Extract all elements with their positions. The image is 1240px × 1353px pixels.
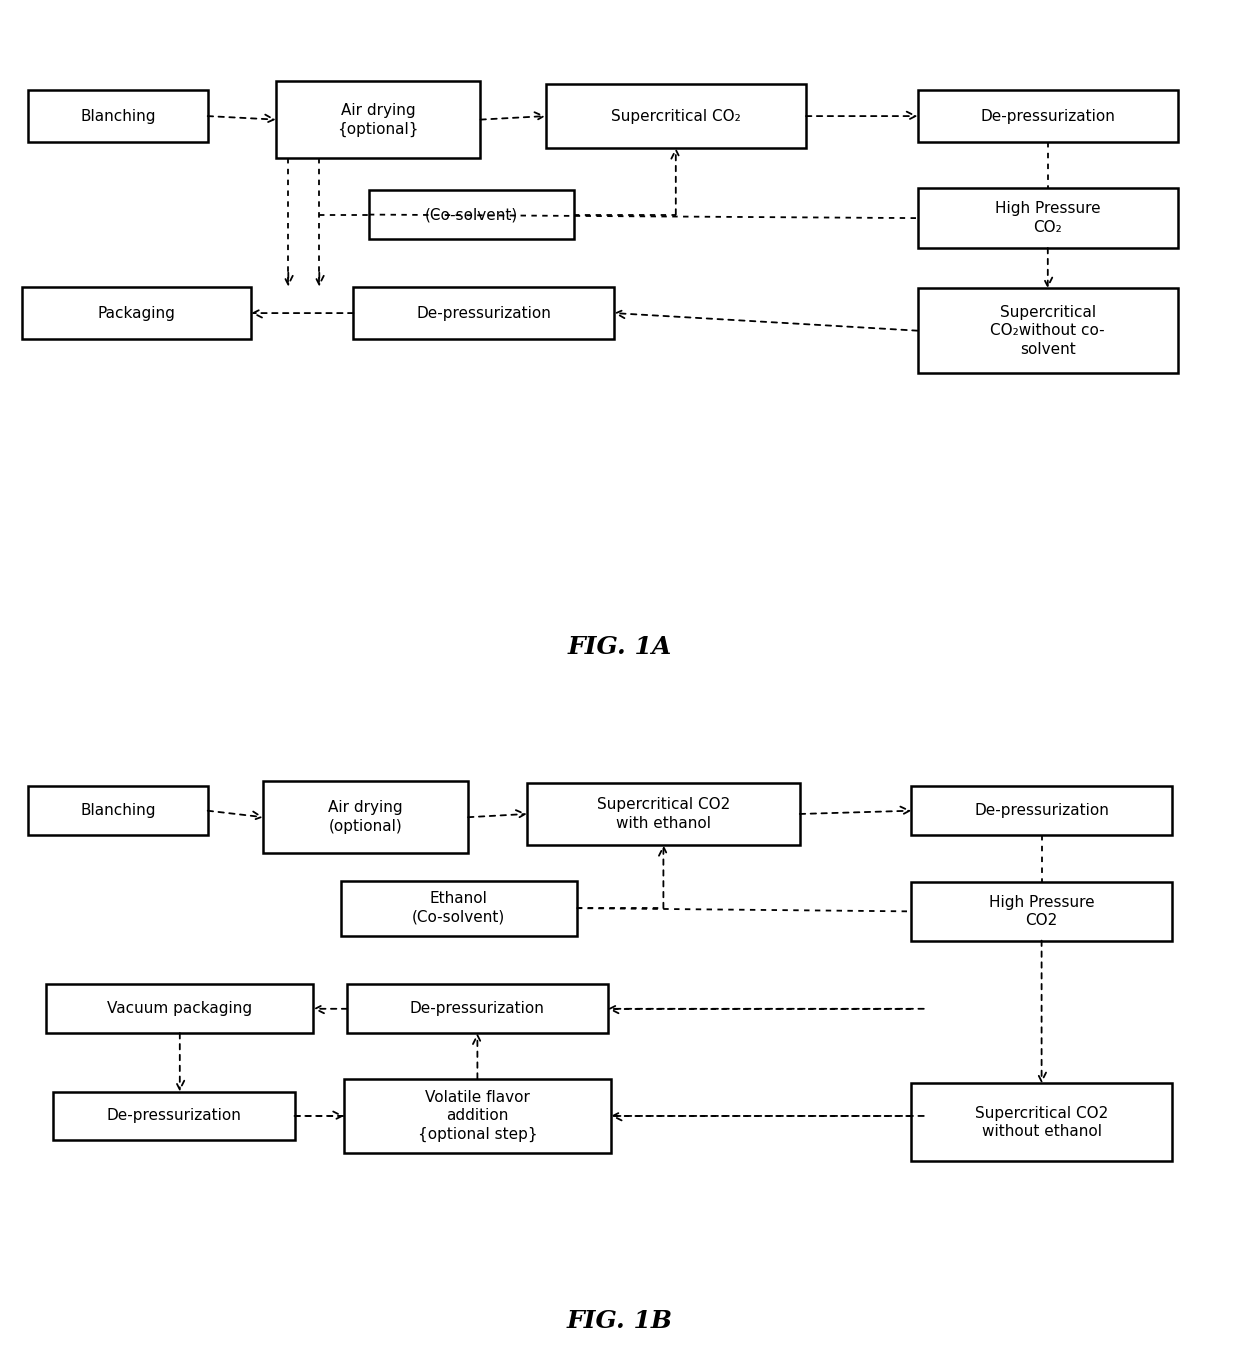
Bar bbox=[29, 89, 207, 142]
Text: High Pressure
CO₂: High Pressure CO₂ bbox=[994, 202, 1101, 235]
Text: Blanching: Blanching bbox=[81, 804, 155, 819]
Text: Supercritical CO2
without ethanol: Supercritical CO2 without ethanol bbox=[975, 1105, 1109, 1139]
Bar bbox=[46, 985, 312, 1034]
Text: Volatile flavor
addition
{optional step}: Volatile flavor addition {optional step} bbox=[418, 1089, 537, 1142]
Text: De-pressurization: De-pressurization bbox=[410, 1001, 544, 1016]
Text: Supercritical CO₂: Supercritical CO₂ bbox=[611, 108, 740, 123]
Bar bbox=[546, 84, 806, 147]
Text: Packaging: Packaging bbox=[98, 306, 175, 321]
Text: De-pressurization: De-pressurization bbox=[417, 306, 551, 321]
Bar bbox=[22, 287, 250, 340]
Text: De-pressurization: De-pressurization bbox=[975, 804, 1109, 819]
Bar bbox=[263, 782, 467, 852]
Text: De-pressurization: De-pressurization bbox=[107, 1108, 241, 1123]
Bar bbox=[341, 881, 577, 936]
Bar bbox=[345, 1078, 611, 1153]
Bar bbox=[911, 882, 1172, 940]
Bar bbox=[53, 1092, 295, 1141]
Text: FIG. 1B: FIG. 1B bbox=[567, 1308, 673, 1333]
Bar bbox=[370, 189, 573, 239]
Text: (Co-solvent): (Co-solvent) bbox=[424, 207, 518, 222]
Bar bbox=[347, 985, 608, 1034]
Text: De-pressurization: De-pressurization bbox=[981, 108, 1115, 123]
Bar bbox=[527, 783, 800, 844]
Text: FIG. 1A: FIG. 1A bbox=[568, 636, 672, 659]
Bar bbox=[918, 188, 1178, 248]
Bar bbox=[353, 287, 614, 340]
Text: Supercritical CO2
with ethanol: Supercritical CO2 with ethanol bbox=[596, 797, 730, 831]
Text: Ethanol
(Co-solvent): Ethanol (Co-solvent) bbox=[412, 892, 506, 925]
Text: Supercritical
CO₂without co-
solvent: Supercritical CO₂without co- solvent bbox=[991, 304, 1105, 357]
Text: Blanching: Blanching bbox=[81, 108, 155, 123]
Bar bbox=[29, 786, 207, 835]
Bar bbox=[275, 81, 480, 158]
Text: Air drying
(optional): Air drying (optional) bbox=[329, 801, 403, 833]
Bar bbox=[918, 89, 1178, 142]
Bar bbox=[911, 786, 1172, 835]
Text: Air drying
{optional}: Air drying {optional} bbox=[337, 103, 419, 137]
Text: High Pressure
CO2: High Pressure CO2 bbox=[988, 894, 1095, 928]
Text: Vacuum packaging: Vacuum packaging bbox=[107, 1001, 253, 1016]
Bar bbox=[918, 288, 1178, 373]
Bar bbox=[911, 1084, 1172, 1161]
